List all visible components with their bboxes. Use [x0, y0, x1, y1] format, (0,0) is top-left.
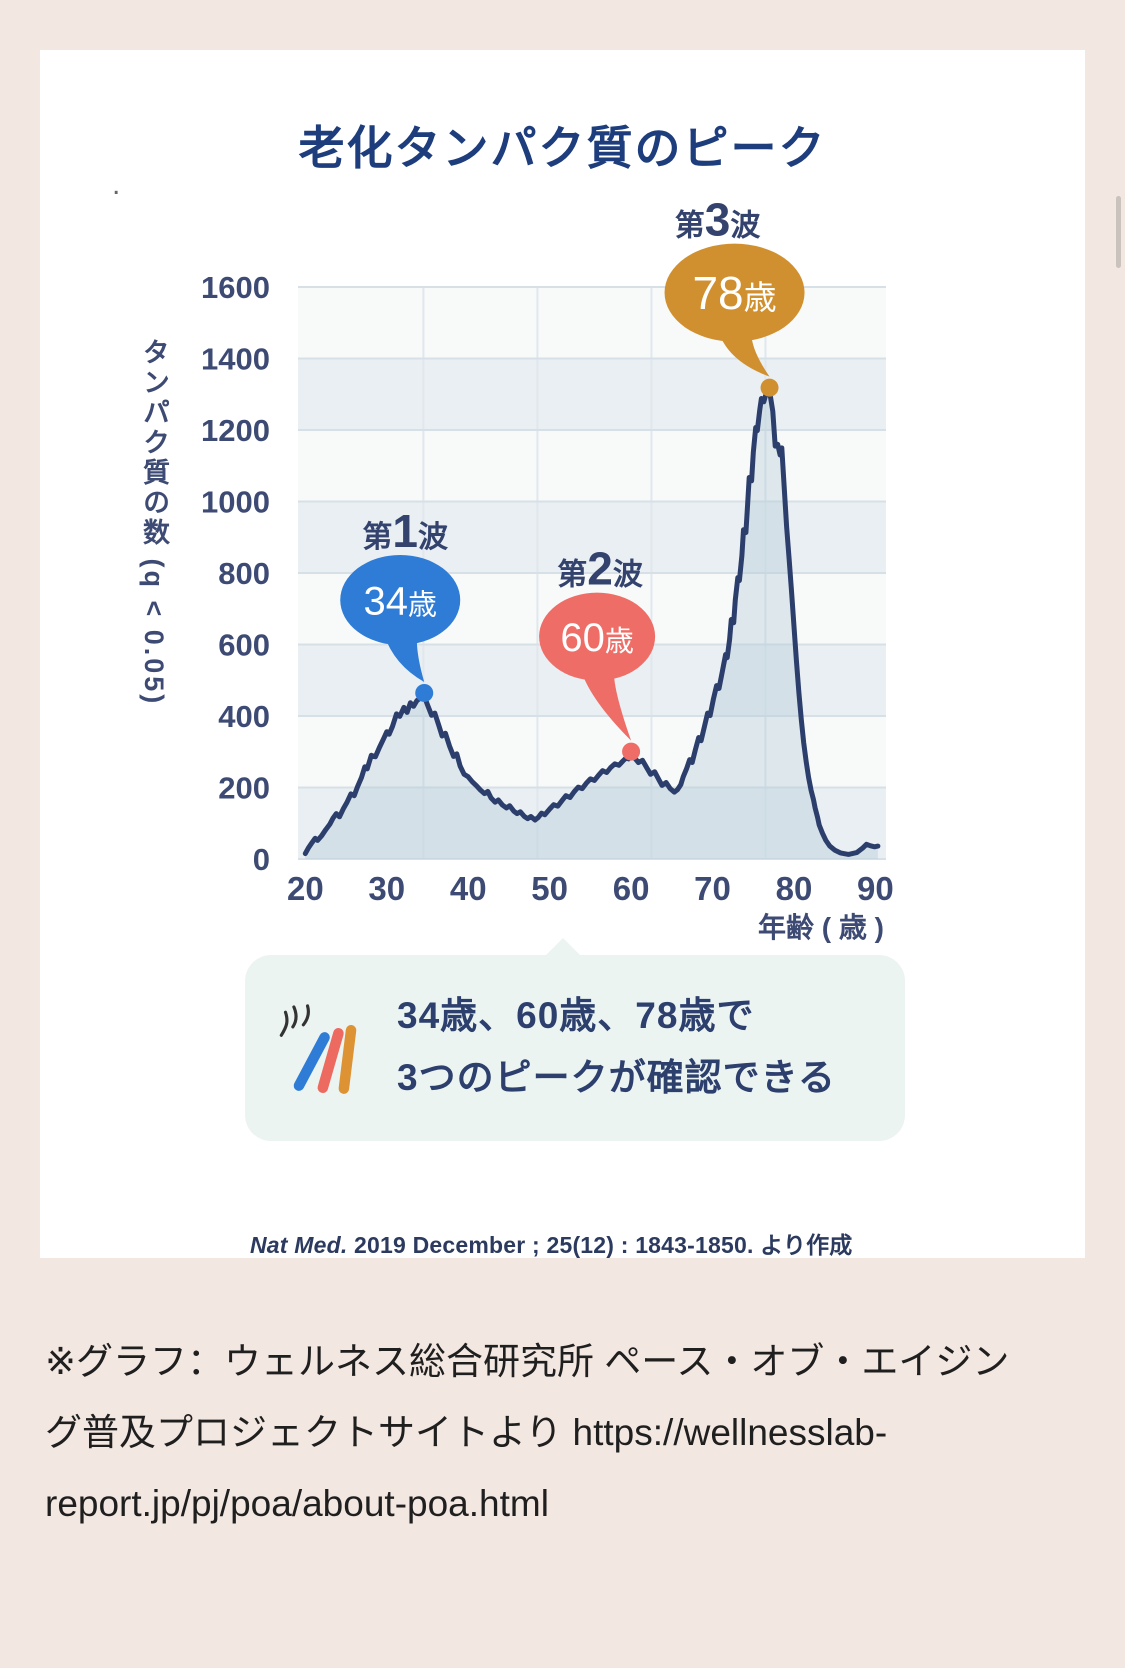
scrollbar-thumb[interactable] [1116, 196, 1121, 268]
chart-card: . 老化タンパク質のピーク 0 200 400 600 800 1000 1200 1400 1… [40, 50, 1085, 1258]
wave-label: 第3波 [675, 194, 762, 246]
x-axis-label: 年齢 ( 歳 ) [758, 911, 884, 943]
stray-dot: . [112, 168, 121, 201]
book-blue [293, 1032, 330, 1091]
x-tick-label: 40 [450, 870, 487, 907]
wave-label: 第2波 [557, 543, 644, 595]
peak-age-label: 78歳 [692, 267, 776, 319]
y-tick-label: 1600 [201, 270, 270, 305]
callout-line2: 3つのピークが確認できる [397, 1057, 836, 1099]
callout-box: 34歳、60歳、78歳で 3つのピークが確認できる [245, 938, 905, 1141]
series-area [305, 390, 878, 859]
y-tick-label: 200 [218, 771, 270, 806]
y-tick-label: 1000 [201, 485, 270, 520]
protein-peaks-chart: 0 200 400 600 800 1000 1200 1400 1600 20 30 40 50 60 7… [201, 194, 894, 943]
peak-bubble [539, 592, 656, 681]
bubble-tail [581, 668, 632, 741]
peak-annotation-1: 第1波 34歳 [340, 505, 461, 702]
peak-bubble [340, 554, 461, 645]
x-tick-label: 60 [613, 870, 650, 907]
x-tick-label: 50 [531, 870, 568, 907]
y-tick-label: 1200 [201, 413, 270, 448]
y-tick-label: 600 [218, 628, 270, 663]
y-axis-label: タンパク質の数 (q < 0.05) [139, 338, 169, 707]
chart-title: 老化タンパク質のピーク [298, 122, 827, 174]
wave-label: 第1波 [362, 505, 449, 557]
y-tick-label: 400 [218, 699, 270, 734]
plot-band [298, 787, 886, 859]
citation-rest: 2019 December ; 25(12) : 1843-1850. より作成 [347, 1232, 853, 1258]
callout-line1: 34歳、60歳、78歳で [397, 995, 755, 1036]
x-tick-label: 20 [287, 870, 324, 907]
bubble-tail [384, 632, 425, 682]
y-tick-label: 0 [253, 842, 270, 877]
peak-age-label: 60歳 [560, 616, 634, 660]
callout-text: 34歳、60歳、78歳で 3つのピークが確認できる [397, 985, 836, 1109]
peak-bubble [664, 243, 805, 342]
peak-marker-dot [760, 378, 779, 397]
x-tick-label: 80 [776, 870, 813, 907]
plot-band [298, 430, 886, 502]
x-tick-label: 90 [857, 870, 894, 907]
book-orange [338, 1025, 357, 1094]
x-tick-label: 30 [368, 870, 405, 907]
plot-band [298, 358, 886, 430]
citation-journal: Nat Med. [250, 1232, 348, 1258]
peak-age-label: 34歳 [363, 579, 437, 623]
y-tick-label: 800 [218, 556, 270, 591]
caption-text: ※グラフ：ウェルネス総合研究所 ペース・オブ・エイジング普及プロジェクトサイトよ… [45, 1341, 1010, 1454]
citation: Nat Med. 2019 December ; 25(12) : 1843-1… [250, 1226, 853, 1260]
peak-marker-dot [415, 683, 434, 702]
source-caption: ※グラフ：ウェルネス総合研究所 ペース・オブ・エイジング普及プロジェクトサイトよ… [45, 1326, 1045, 1539]
series-line [302, 388, 881, 857]
books-icon [279, 1004, 357, 1094]
y-tick-label: 1400 [201, 342, 270, 377]
peak-marker-dot [622, 742, 641, 761]
book-red [317, 1027, 344, 1094]
x-tick-label: 70 [694, 870, 731, 907]
plot-band [298, 716, 886, 788]
caption-url: https://wellnesslab-report.jp/pj/poa/abo… [45, 1412, 888, 1525]
